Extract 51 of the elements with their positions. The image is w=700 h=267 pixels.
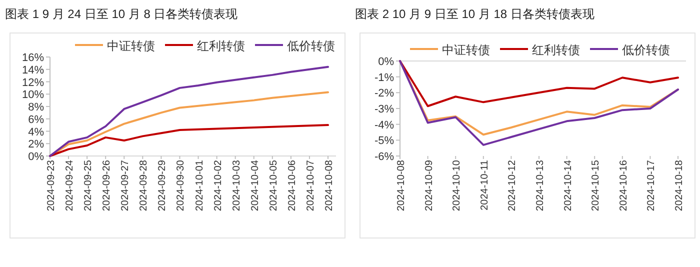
x-tick-label: 2024-09-25 [83, 160, 94, 212]
x-tick-label: 2024-09-27 [120, 160, 132, 212]
x-tick-label: 2024-09-24 [64, 160, 76, 212]
x-tick-label: 2024-10-10 [452, 160, 463, 212]
x-tick-label: 2024-10-04 [250, 160, 261, 212]
x-tick-label: 2024-10-12 [507, 160, 518, 212]
x-tick-label: 2024-10-13 [535, 160, 546, 212]
y-tick-label: -4% [374, 119, 394, 132]
y-tick-label: -6% [374, 151, 394, 163]
y-tick-label: 14% [22, 64, 44, 76]
x-tick-label: 2024-10-07 [305, 160, 316, 212]
y-tick-label: 2% [28, 138, 44, 151]
x-tick-label: 2024-10-05 [268, 160, 280, 212]
x-tick-label: 2024-09-26 [102, 160, 113, 212]
y-tick-label: 0% [378, 56, 394, 68]
legend-label: 红利转债 [197, 39, 245, 53]
y-tick-label: 6% [28, 114, 44, 126]
x-tick-label: 2024-09-29 [157, 160, 168, 212]
legend-label: 中证转债 [107, 39, 155, 53]
y-tick-label: -2% [374, 88, 394, 100]
x-tick-label: 2024-10-09 [424, 160, 435, 212]
x-tick-label: 2024-10-18 [674, 160, 685, 212]
x-tick-label: 2024-10-03 [231, 160, 242, 212]
x-tick-label: 2024-10-14 [562, 160, 574, 212]
legend-label: 中证转债 [442, 43, 490, 57]
chart-title: 图表 1 9 月 24 日至 10 月 8 日各类转债表现 [5, 7, 238, 21]
y-tick-label: 0% [28, 151, 44, 163]
y-tick-label: -1% [374, 72, 394, 84]
y-tick-label: 8% [28, 102, 44, 114]
y-tick-label: 12% [22, 76, 44, 89]
x-tick-label: 2024-10-08 [324, 160, 335, 212]
x-tick-label: 2024-10-17 [646, 160, 658, 212]
x-tick-label: 2024-09-28 [138, 160, 150, 212]
legend-label: 低价转债 [622, 43, 670, 57]
y-tick-label: 16% [22, 52, 44, 64]
x-tick-label: 2024-10-06 [286, 160, 298, 212]
y-tick-label: 10% [22, 89, 44, 102]
chart-title: 图表 2 10 月 9 日至 10 月 18 日各类转债表现 [355, 7, 594, 21]
x-tick-label: 2024-10-08 [396, 160, 407, 212]
x-tick-label: 2024-10-01 [194, 160, 206, 212]
x-tick-label: 2024-09-23 [46, 160, 57, 212]
x-tick-label: 2024-10-02 [212, 160, 224, 212]
x-tick-label: 2024-10-15 [590, 160, 602, 212]
y-tick-label: -5% [374, 135, 394, 148]
legend-label: 低价转债 [287, 39, 335, 53]
x-tick-label: 2024-09-30 [176, 160, 187, 212]
x-tick-label: 2024-10-11 [479, 160, 490, 210]
x-tick-label: 2024-10-16 [618, 160, 630, 212]
legend-label: 红利转债 [532, 43, 580, 57]
y-tick-label: -3% [374, 104, 394, 116]
y-tick-label: 4% [28, 126, 44, 138]
